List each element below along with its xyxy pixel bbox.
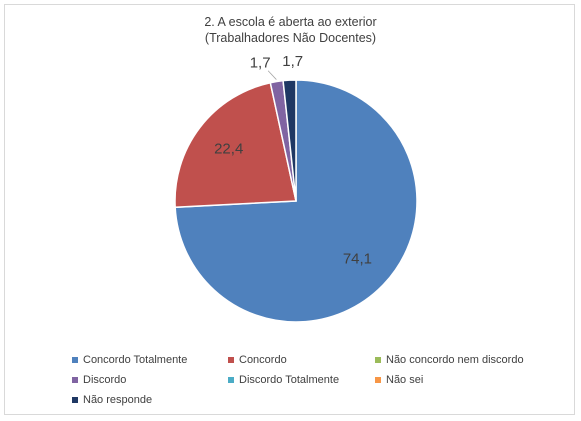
legend-item-nao-concordo-nem-discordo: Não concordo nem discordo <box>375 354 524 366</box>
leader-line-discordo <box>267 70 277 80</box>
legend-label: Concordo Totalmente <box>83 354 188 366</box>
legend-label: Concordo <box>239 354 287 366</box>
legend-label: Não concordo nem discordo <box>386 354 524 366</box>
data-label-concordo-totalmente: 74,1 <box>343 250 372 267</box>
legend-item-nao-sei: Não sei <box>375 374 423 386</box>
chart-title-line-1: 2. A escola é aberta ao exterior <box>204 15 377 29</box>
legend-label: Discordo <box>83 374 127 386</box>
legend-item-concordo: Concordo <box>228 354 287 366</box>
legend-swatch <box>72 397 78 403</box>
legend-item-nao-responde: Não responde <box>72 394 152 406</box>
legend-item-discordo: Discordo <box>72 374 126 386</box>
data-label-discordo: 1,7 <box>250 55 271 72</box>
chart-title-line-2: (Trabalhadores Não Docentes) <box>204 31 377 45</box>
legend-label: Não responde <box>83 394 153 406</box>
data-label-nao-responde: 1,7 <box>282 53 303 70</box>
legend-swatch <box>375 357 381 363</box>
pie-slice-nao-responde <box>282 79 297 202</box>
legend-swatch <box>375 377 381 383</box>
legend-label: Discordo Totalmente <box>239 374 340 386</box>
legend-swatch <box>72 357 78 363</box>
data-label-concordo: 22,4 <box>214 141 243 158</box>
legend-swatch <box>72 377 78 383</box>
legend-label: Não sei <box>386 374 424 386</box>
legend-item-discordo-totalmente: Discordo Totalmente <box>228 374 339 386</box>
legend-swatch <box>228 357 234 363</box>
legend-swatch <box>228 377 234 383</box>
legend-item-concordo-totalmente: Concordo Totalmente <box>72 354 187 366</box>
pie-slice-concordo <box>174 81 297 209</box>
